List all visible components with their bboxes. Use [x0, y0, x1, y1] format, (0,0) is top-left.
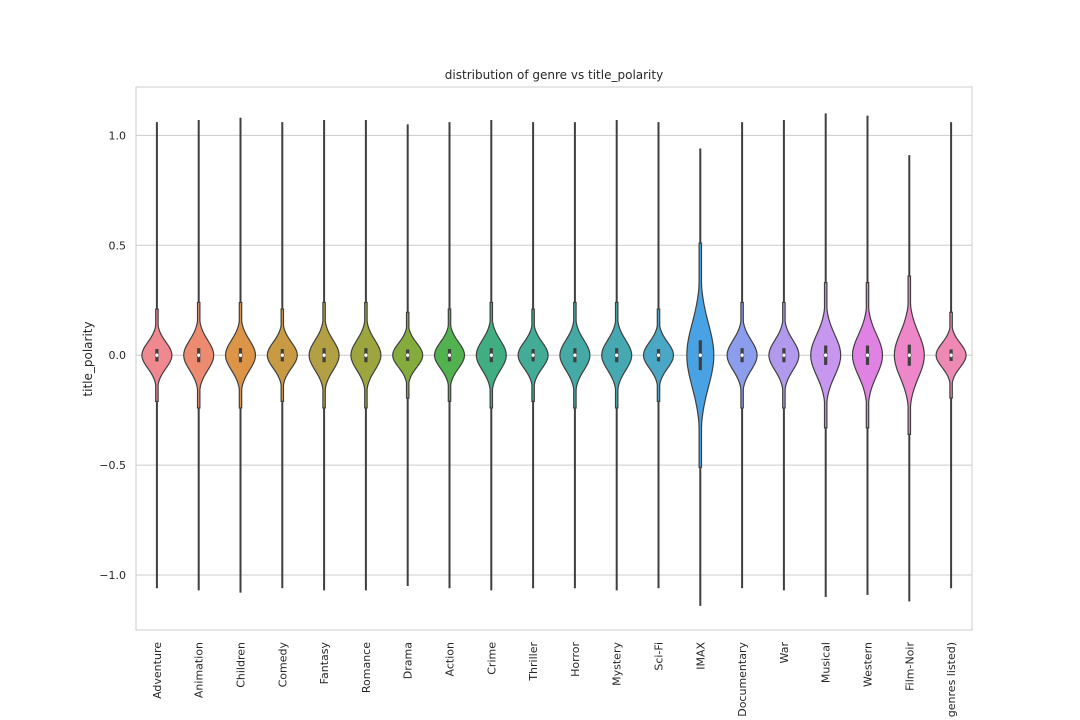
violin-mystery: [601, 119, 633, 591]
violin-median-point: [823, 352, 828, 358]
violin-action: [433, 122, 466, 589]
x-tick-label: Adventure: [151, 642, 164, 699]
x-tick-label: Sci-Fi: [653, 642, 666, 671]
x-tick-label: Comedy: [276, 642, 289, 688]
x-tick-label: Romance: [360, 642, 373, 693]
violin-median-point: [656, 352, 661, 358]
x-tick-label: Musical: [820, 642, 833, 683]
violin-musical: [810, 113, 842, 598]
violin-median-point: [363, 352, 369, 358]
x-tick-label: genres listed): [945, 642, 958, 717]
violin-drama: [392, 124, 424, 587]
x-tick-labels: Adventure Animation Children Comedy Fantasy R…: [151, 642, 958, 718]
grid-lines: [136, 134, 972, 576]
x-tick-label: War: [778, 642, 791, 664]
violin-thriller: [517, 122, 549, 589]
x-tick-label: Film-Noir: [903, 642, 916, 691]
violin-median-point: [238, 352, 243, 358]
x-tick-label: IMAX: [694, 642, 707, 670]
y-tick-label: 0.0: [109, 349, 127, 362]
y-tick-label: 0.5: [109, 239, 127, 252]
violin-sci-fi: [642, 122, 675, 589]
violin-median-point: [321, 352, 327, 358]
violin-animation: [183, 119, 215, 591]
violin-film-noir: [893, 155, 925, 602]
violin-comedy: [266, 122, 298, 589]
y-tick-labels: −1.0 −0.5 0.0 0.5 1.0: [99, 129, 126, 582]
violin-crime: [475, 119, 507, 591]
violin-median-point: [865, 352, 870, 358]
violin-western: [851, 115, 884, 595]
violin-median-point: [280, 352, 285, 358]
violin-median-point: [907, 352, 912, 358]
y-tick-label: 1.0: [109, 129, 127, 142]
violins: [141, 113, 967, 606]
violin-median-point: [489, 352, 494, 358]
x-tick-label: Drama: [402, 642, 415, 679]
x-tick-label: Western: [862, 642, 875, 687]
y-axis-title: title_polarity: [81, 321, 95, 396]
violin-imax: [686, 148, 715, 606]
violin-median-point: [447, 352, 452, 358]
y-tick-label: −1.0: [99, 569, 126, 582]
x-tick-label: Crime: [485, 642, 498, 675]
x-tick-label: Documentary: [736, 642, 749, 717]
x-tick-label: Thriller: [527, 642, 540, 682]
violin-fantasy: [308, 119, 340, 591]
violin-documentary: [726, 122, 758, 589]
violin-median-point: [572, 352, 578, 358]
violin-median-point: [154, 352, 160, 358]
x-tick-label: Action: [444, 642, 457, 676]
violin-median-point: [781, 352, 787, 358]
violin-horror: [559, 122, 591, 589]
violin-romance: [350, 119, 382, 591]
violin-median-point: [196, 352, 201, 358]
x-tick-label: Children: [235, 642, 248, 688]
x-tick-label: Fantasy: [318, 642, 331, 685]
violin-children: [224, 117, 257, 593]
x-tick-label: Horror: [569, 642, 582, 677]
plot-frame: [135, 86, 973, 631]
chart-title: distribution of genre vs title_polarity: [445, 68, 663, 82]
violin-median-point: [948, 352, 954, 358]
x-tick-label: Animation: [193, 642, 206, 698]
violin-genres-listed-: [935, 122, 967, 589]
violin-median-point: [614, 352, 619, 358]
violin-war: [768, 119, 800, 591]
violin-adventure: [141, 122, 173, 589]
violin-median-point: [405, 352, 410, 358]
y-tick-label: −0.5: [99, 459, 126, 472]
violin-median-point: [698, 352, 703, 358]
violin-median-point: [739, 352, 745, 358]
violin-median-point: [530, 352, 536, 358]
x-tick-label: Mystery: [611, 642, 624, 686]
